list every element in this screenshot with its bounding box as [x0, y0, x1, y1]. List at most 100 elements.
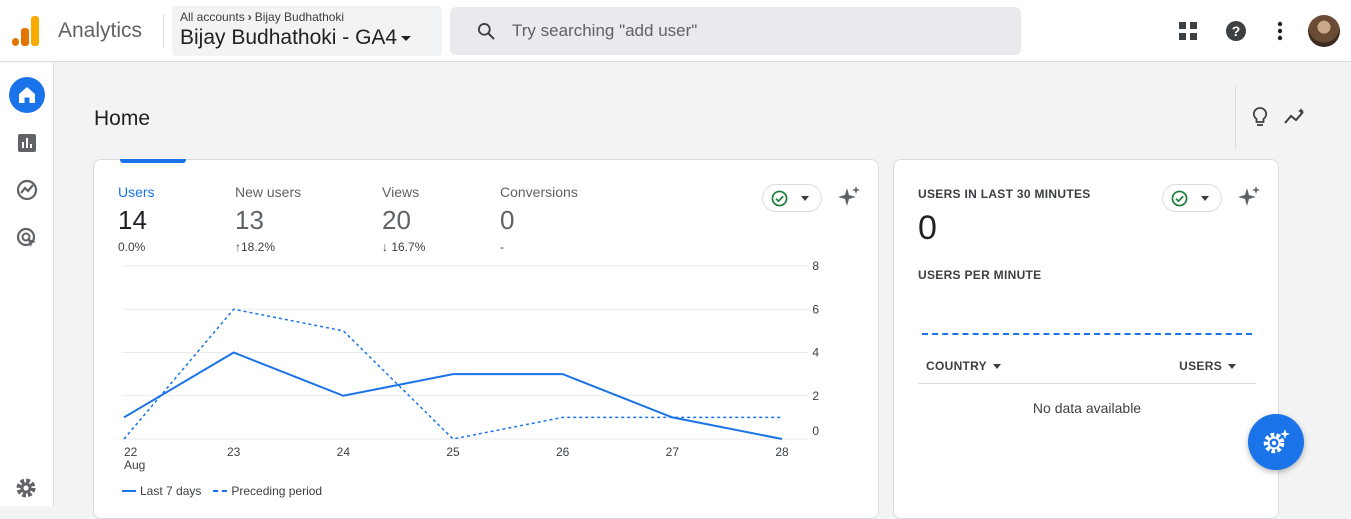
metric-value: 14	[118, 205, 147, 235]
legend-label: Last 7 days	[140, 484, 202, 498]
chevron-right-icon: ›	[247, 10, 252, 24]
breadcrumb-account[interactable]: Bijay Budhathoki	[254, 10, 345, 24]
apps-grid-icon[interactable]	[1176, 19, 1200, 43]
empty-state-text: No data available	[1032, 400, 1142, 416]
arrow-up-icon: ↑	[235, 240, 241, 254]
data-quality-status-button[interactable]	[762, 184, 822, 212]
x-tick-label: 28	[775, 445, 789, 459]
data-point-preceding	[560, 415, 565, 420]
search-bar[interactable]	[450, 7, 1021, 55]
gear-sparkle-icon	[1263, 429, 1290, 454]
data-point-preceding	[670, 415, 675, 420]
realtime-title: USERS IN LAST 30 MINUTES	[918, 187, 1091, 201]
data-point-preceding	[122, 437, 127, 442]
overview-card: Users 14 0.0% New users 13 ↑18.2% Views …	[93, 159, 879, 519]
header-divider	[163, 14, 164, 48]
breadcrumb: All accounts › Bijay Budhathoki	[180, 10, 344, 24]
metric-change: ↓ 16.7%	[382, 240, 425, 254]
page-title: Home	[94, 107, 151, 130]
insights-icon[interactable]	[1283, 105, 1307, 129]
metric-change: 0.0%	[118, 240, 146, 254]
explore-icon[interactable]	[9, 172, 45, 208]
legend-item-previous[interactable]: Preceding period	[213, 484, 322, 498]
advertising-icon[interactable]	[9, 220, 45, 256]
data-point-current	[780, 437, 785, 442]
dashed-line-swatch	[213, 490, 228, 492]
caret-down-icon	[401, 35, 412, 41]
x-tick-label: 23	[227, 445, 241, 459]
data-point-preceding	[341, 328, 346, 333]
table-header: COUNTRY USERS	[918, 348, 1256, 384]
data-point-preceding	[451, 437, 456, 442]
y-tick-label: 6	[812, 302, 819, 316]
home-icon[interactable]	[9, 77, 45, 113]
lightbulb-icon[interactable]	[1248, 105, 1272, 129]
metric-change: ↑18.2%	[235, 240, 301, 254]
legend-label: Preceding period	[231, 484, 323, 498]
account-picker[interactable]: All accounts › Bijay Budhathoki Bijay Budh…	[172, 6, 442, 56]
caret-down-icon	[993, 363, 1001, 369]
metric-value: 0	[500, 205, 515, 235]
analytics-logo-icon[interactable]	[12, 16, 40, 46]
x-tick-label: 25	[446, 445, 460, 459]
caret-down-icon	[1201, 196, 1209, 201]
reports-icon[interactable]	[9, 125, 45, 161]
metric-users[interactable]: Users 14 0.0%	[118, 184, 155, 254]
y-tick-label: 2	[812, 389, 819, 403]
sparkle-icon[interactable]	[1238, 185, 1262, 209]
metric-value: 13	[235, 205, 264, 235]
metric-label: Conversions	[500, 184, 578, 200]
svg-text:?: ?	[1232, 23, 1241, 39]
data-point-preceding	[780, 415, 785, 420]
header-right-divider	[1235, 85, 1236, 149]
data-point-current	[122, 415, 127, 420]
sparkle-icon[interactable]	[838, 185, 862, 209]
data-point-current	[341, 393, 346, 398]
top-bar: Analytics All accounts › Bijay Budhathoki …	[0, 0, 1351, 62]
column-header-users[interactable]: USERS	[1179, 359, 1236, 373]
search-icon	[478, 23, 495, 40]
solid-line-swatch	[122, 490, 136, 492]
active-tab-indicator	[120, 159, 186, 163]
customize-fab[interactable]	[1248, 414, 1304, 470]
metric-label: Views	[382, 184, 420, 200]
more-vert-icon[interactable]	[1268, 19, 1292, 43]
help-icon[interactable]: ?	[1224, 19, 1248, 43]
data-point-current	[451, 372, 456, 377]
metric-conversions[interactable]: Conversions 0 -	[500, 184, 578, 254]
realtime-card: USERS IN LAST 30 MINUTES 0 USERS PER MIN…	[893, 159, 1279, 519]
metric-label: New users	[235, 184, 302, 200]
arrow-down-icon: ↓	[382, 240, 392, 254]
column-header-country[interactable]: COUNTRY	[926, 359, 1001, 373]
metric-change: -	[500, 240, 504, 254]
avatar[interactable]	[1308, 15, 1340, 47]
x-month-label: Aug	[124, 458, 145, 472]
left-nav-rail	[0, 63, 54, 506]
admin-gear-icon[interactable]	[14, 476, 38, 500]
series-line-current	[123, 351, 783, 440]
series-line-preceding	[123, 308, 782, 440]
check-circle-icon	[771, 190, 788, 207]
data-point-current	[560, 372, 565, 377]
users-per-minute-bars	[922, 333, 1252, 335]
search-input[interactable]	[512, 19, 992, 43]
column-label: COUNTRY	[926, 359, 987, 373]
metric-change-value: 18.2%	[241, 240, 276, 254]
breadcrumb-root[interactable]: All accounts	[180, 10, 245, 24]
chart-legend: Last 7 days Preceding period	[122, 484, 322, 498]
column-label: USERS	[1179, 359, 1222, 373]
x-tick-label: 27	[666, 445, 680, 459]
metric-views[interactable]: Views 20 ↓ 16.7%	[382, 184, 425, 254]
data-point-preceding	[231, 307, 236, 312]
metric-new-users[interactable]: New users 13 ↑18.2%	[235, 184, 301, 254]
x-tick-label: 26	[556, 445, 570, 459]
y-tick-label: 0	[812, 424, 819, 438]
y-tick-label: 4	[812, 346, 819, 360]
legend-item-current[interactable]: Last 7 days	[122, 484, 201, 498]
users-per-minute-label: USERS PER MINUTE	[918, 268, 1042, 282]
property-selector[interactable]: Bijay Budhathoki - GA4	[180, 26, 412, 50]
caret-down-icon	[1228, 363, 1236, 369]
data-point-current	[231, 350, 236, 355]
x-tick-label: 24	[337, 445, 351, 459]
data-quality-status-button[interactable]	[1162, 184, 1222, 212]
